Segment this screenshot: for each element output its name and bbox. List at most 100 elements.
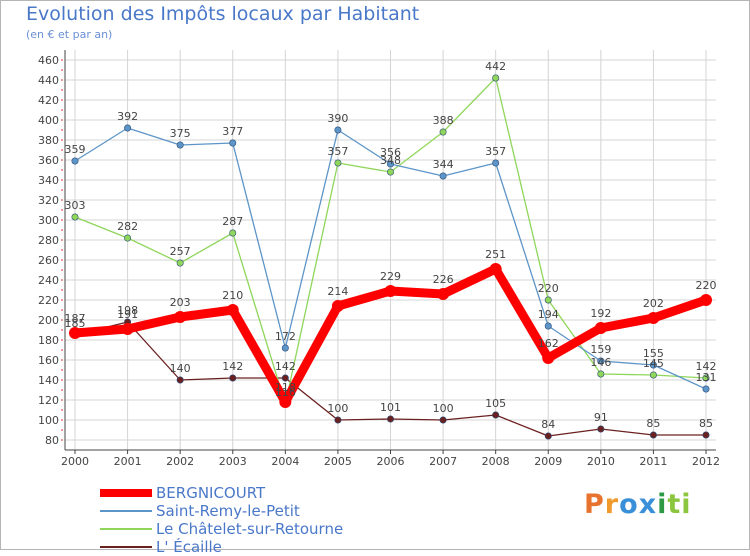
y-tick-label: 80 — [45, 434, 59, 447]
series-point-3 — [334, 416, 342, 424]
data-label: 192 — [590, 307, 611, 320]
series-point-3 — [649, 431, 657, 439]
x-tick-label: 2008 — [482, 455, 510, 468]
series-point-2 — [649, 371, 657, 379]
series-point-3 — [702, 431, 710, 439]
series-point-2 — [334, 159, 342, 167]
series-point-2 — [439, 128, 447, 136]
data-label: 442 — [485, 60, 506, 73]
y-tick-label: 100 — [38, 414, 59, 427]
data-label: 142 — [275, 360, 296, 373]
logo-letter: x — [638, 489, 658, 520]
series-lines — [69, 74, 712, 440]
series-point-2 — [492, 74, 500, 82]
legend-swatch — [100, 510, 152, 512]
data-label: 203 — [170, 296, 191, 309]
series-point-0 — [279, 396, 292, 408]
series-point-1 — [229, 139, 237, 147]
data-label: 392 — [117, 110, 138, 123]
series-point-0 — [121, 323, 134, 335]
y-tick-label: 200 — [38, 314, 59, 327]
data-labels: 187 191 203 210 118 214 229 226 251 162 192 202 220 3… — [65, 60, 717, 431]
data-label: 220 — [696, 279, 717, 292]
legend-item-le-chatelet-sur-retourne: Le Châtelet-sur-Retourne — [100, 520, 343, 538]
data-label: 356 — [380, 146, 401, 159]
data-label: 210 — [222, 289, 243, 302]
logo-letter: P — [584, 489, 605, 520]
series-point-3 — [386, 415, 394, 423]
data-label: 257 — [170, 245, 191, 258]
x-tick-label: 2010 — [587, 455, 615, 468]
legend-item-bergnicourt: BERGNICOURT — [100, 484, 343, 502]
data-label: 142 — [222, 360, 243, 373]
data-label: 282 — [117, 220, 138, 233]
series-point-1 — [386, 160, 394, 168]
legend-label: BERGNICOURT — [156, 483, 266, 502]
data-label: 359 — [65, 143, 86, 156]
series-point-2 — [702, 374, 710, 382]
series-point-2 — [544, 296, 552, 304]
y-tick-label: 280 — [38, 234, 59, 247]
y-tick-label: 260 — [38, 254, 59, 267]
chart-subtitle: (en € et par an) — [26, 28, 113, 41]
legend-label: Le Châtelet-sur-Retourne — [156, 519, 344, 538]
series-point-0 — [437, 288, 450, 300]
data-label: 159 — [590, 343, 611, 356]
series-point-0 — [226, 304, 239, 316]
x-tick-label: 2011 — [639, 455, 667, 468]
data-label: 375 — [170, 127, 191, 140]
data-label: 85 — [699, 417, 713, 430]
series-point-3 — [492, 411, 500, 419]
logo-letter: o — [619, 489, 639, 520]
data-label: 229 — [380, 270, 401, 283]
series-point-1 — [176, 141, 184, 149]
x-tick-label: 2009 — [534, 455, 562, 468]
legend-swatch — [100, 528, 152, 530]
data-label: 172 — [275, 330, 296, 343]
series-point-1 — [492, 159, 500, 167]
series-point-3 — [281, 374, 289, 382]
grid — [65, 50, 716, 450]
y-tick-label: 380 — [38, 134, 59, 147]
legend-label: L' Écaille — [156, 537, 222, 556]
data-label: 390 — [327, 112, 348, 125]
series-point-0 — [331, 300, 344, 312]
y-tick-label: 120 — [38, 394, 59, 407]
data-label: 344 — [433, 158, 454, 171]
data-label: 251 — [485, 248, 506, 261]
series-point-1 — [439, 172, 447, 180]
legend-swatch — [100, 489, 152, 497]
data-label: 146 — [590, 356, 611, 369]
y-tick-label: 140 — [38, 374, 59, 387]
data-label: 348 — [380, 154, 401, 167]
data-label: 388 — [433, 114, 454, 127]
series-point-1 — [71, 157, 79, 165]
data-label: 100 — [327, 402, 348, 415]
series-point-2 — [597, 370, 605, 378]
data-label: 185 — [65, 317, 86, 330]
series-point-0 — [489, 263, 502, 275]
chart-title: Evolution des Impôts locaux par Habitant — [26, 3, 420, 25]
data-label: 377 — [222, 125, 243, 138]
series-point-2 — [71, 213, 79, 221]
data-label: 191 — [117, 308, 138, 321]
legend-item-saint-remy-le-petit: Saint-Remy-le-Petit — [100, 502, 343, 520]
data-label: 202 — [643, 297, 664, 310]
data-label: 118 — [275, 381, 296, 394]
y-tick-label: 360 — [38, 154, 59, 167]
data-label: 145 — [643, 357, 664, 370]
legend-item-l-ecaille: L' Écaille — [100, 538, 343, 556]
logo-letter: i — [681, 489, 692, 520]
logo-letter: r — [604, 489, 620, 520]
series-point-0 — [700, 294, 712, 306]
series-point-1 — [702, 385, 710, 393]
series-point-3 — [439, 416, 447, 424]
legend-swatch — [100, 546, 152, 548]
data-label: 214 — [327, 285, 348, 298]
series-point-0 — [384, 285, 397, 297]
logo-letter: i — [657, 489, 668, 520]
y-tick-label: 220 — [38, 294, 59, 307]
y-tick-label: 300 — [38, 214, 59, 227]
